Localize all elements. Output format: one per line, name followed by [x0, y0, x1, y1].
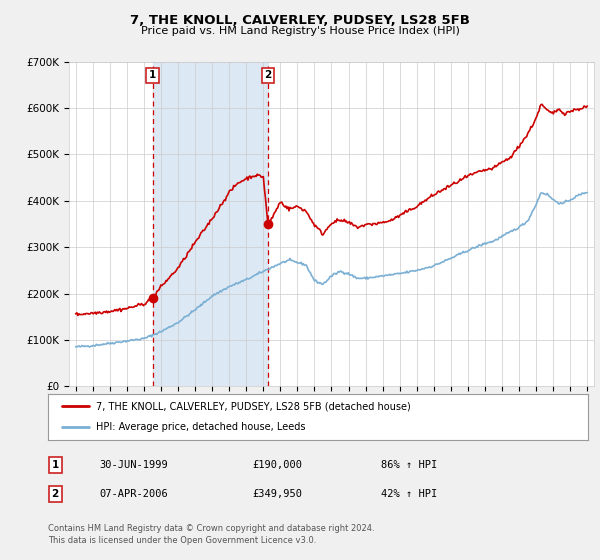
- Text: £349,950: £349,950: [252, 489, 302, 499]
- Text: This data is licensed under the Open Government Licence v3.0.: This data is licensed under the Open Gov…: [48, 536, 316, 545]
- Text: 1: 1: [52, 460, 59, 470]
- Text: 07-APR-2006: 07-APR-2006: [99, 489, 168, 499]
- Text: £190,000: £190,000: [252, 460, 302, 470]
- Text: 2: 2: [52, 489, 59, 499]
- Text: 7, THE KNOLL, CALVERLEY, PUDSEY, LS28 5FB (detached house): 7, THE KNOLL, CALVERLEY, PUDSEY, LS28 5F…: [95, 401, 410, 411]
- Text: 7, THE KNOLL, CALVERLEY, PUDSEY, LS28 5FB: 7, THE KNOLL, CALVERLEY, PUDSEY, LS28 5F…: [130, 14, 470, 27]
- Text: 30-JUN-1999: 30-JUN-1999: [99, 460, 168, 470]
- Bar: [152, 62, 268, 386]
- Text: 86% ↑ HPI: 86% ↑ HPI: [381, 460, 437, 470]
- Text: 42% ↑ HPI: 42% ↑ HPI: [381, 489, 437, 499]
- Text: 2: 2: [264, 70, 272, 80]
- Text: HPI: Average price, detached house, Leeds: HPI: Average price, detached house, Leed…: [95, 422, 305, 432]
- Text: 1: 1: [149, 70, 156, 80]
- Text: Contains HM Land Registry data © Crown copyright and database right 2024.: Contains HM Land Registry data © Crown c…: [48, 524, 374, 533]
- Text: Price paid vs. HM Land Registry's House Price Index (HPI): Price paid vs. HM Land Registry's House …: [140, 26, 460, 36]
